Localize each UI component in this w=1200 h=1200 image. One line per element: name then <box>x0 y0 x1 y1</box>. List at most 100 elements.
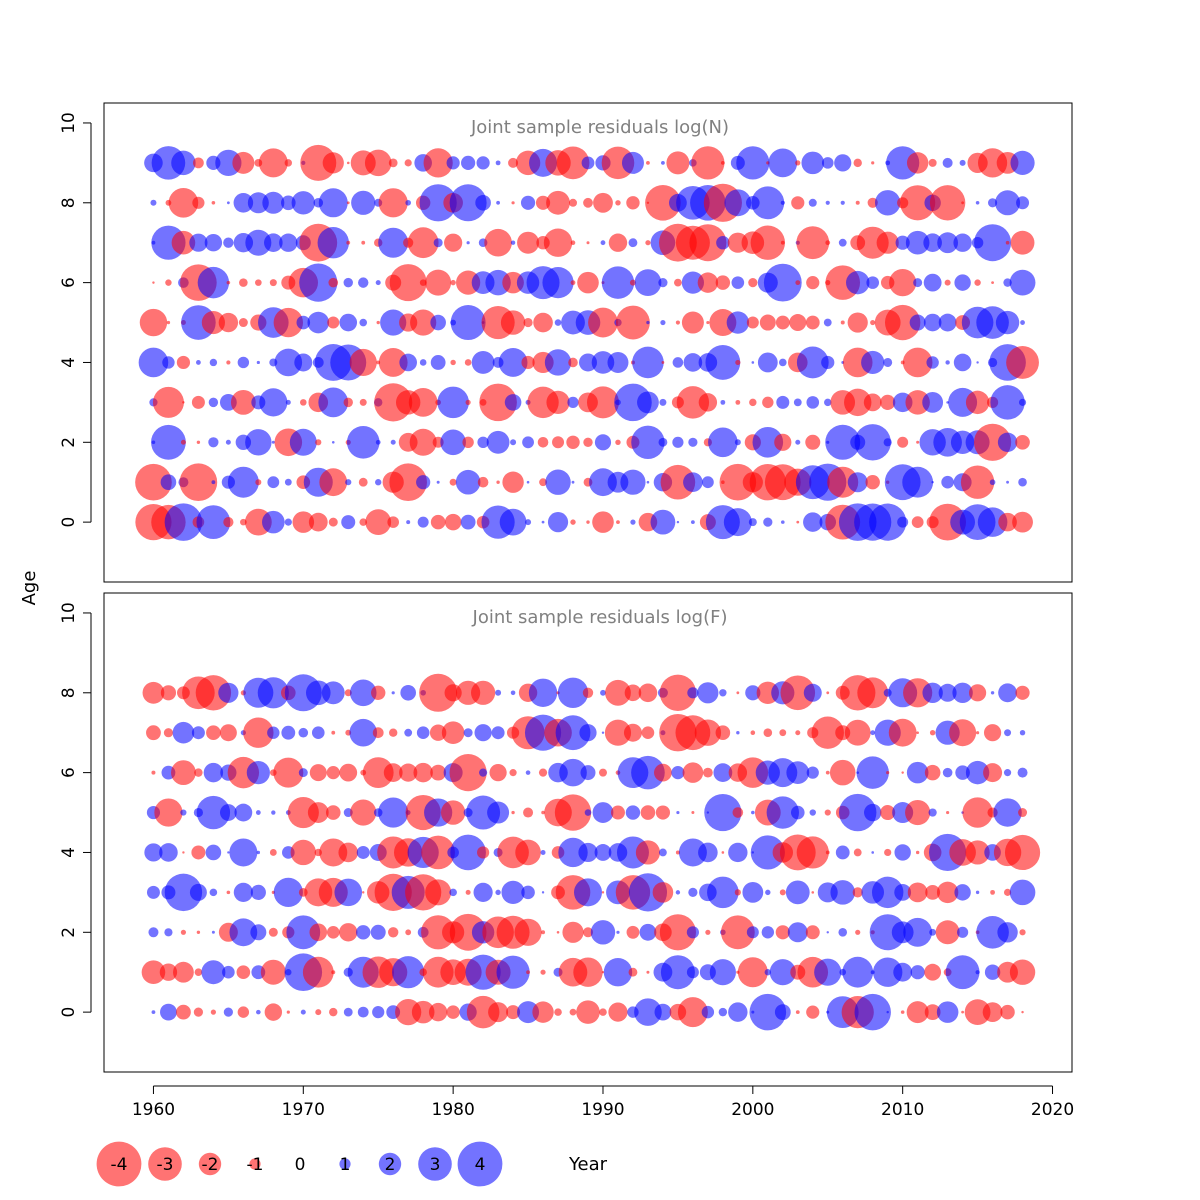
residual-bubble <box>621 151 644 174</box>
residual-bubble <box>273 877 303 907</box>
residual-bubble <box>962 797 993 828</box>
residual-bubble <box>211 930 215 934</box>
residual-bubble <box>582 687 594 698</box>
residual-bubble <box>544 349 572 376</box>
residual-bubble <box>796 836 829 869</box>
residual-bubble <box>903 678 933 708</box>
residual-bubble <box>429 724 447 741</box>
residual-bubble <box>349 348 377 377</box>
residual-bubble <box>302 956 334 988</box>
residual-bubble <box>953 353 972 372</box>
residual-bubble <box>148 927 159 938</box>
residual-bubble <box>526 480 530 484</box>
y-axis-logN: 0 2 4 6 8 10 <box>59 112 92 528</box>
residual-bubble <box>176 1004 191 1020</box>
residual-bubble <box>616 930 620 934</box>
residual-bubble <box>179 463 218 502</box>
residual-bubble <box>965 390 990 415</box>
legend-bubble <box>148 1147 182 1181</box>
residual-bubble <box>511 201 515 205</box>
residual-bubble <box>201 960 226 985</box>
residual-bubble <box>957 926 969 938</box>
residual-bubble <box>208 397 219 408</box>
residual-bubble <box>570 280 576 286</box>
residual-bubble <box>471 351 495 374</box>
residual-bubble <box>594 844 612 861</box>
residual-bubble <box>895 235 910 250</box>
residual-bubble <box>236 965 251 980</box>
residual-bubble <box>579 724 597 742</box>
residual-bubble <box>455 469 481 495</box>
residual-bubble <box>795 280 801 286</box>
residual-bubble <box>793 398 802 407</box>
residual-bubble <box>399 763 418 782</box>
residual-bubble <box>223 237 234 248</box>
residual-bubble <box>243 717 274 748</box>
residual-bubble <box>404 728 413 737</box>
residual-bubble <box>541 930 546 935</box>
residual-bubble <box>281 725 296 740</box>
residual-bubble <box>237 1006 250 1018</box>
residual-bubble <box>568 357 578 368</box>
residual-bubble <box>853 848 862 857</box>
residual-bubble <box>870 319 876 326</box>
residual-bubble <box>419 279 427 286</box>
residual-bubble <box>1018 808 1028 818</box>
residual-bubble <box>701 1005 715 1019</box>
residual-bubble <box>430 514 446 530</box>
residual-bubble <box>300 1009 306 1015</box>
residual-bubble <box>375 280 381 286</box>
x-axis-label: Year <box>568 1154 608 1175</box>
residual-bubble <box>1019 929 1026 936</box>
residual-bubble <box>672 357 684 368</box>
residual-bubble <box>922 682 943 703</box>
residual-bubble <box>591 351 615 374</box>
residual-bubble <box>197 266 230 299</box>
residual-bubble <box>861 350 885 375</box>
residual-bubble <box>281 195 296 211</box>
x-tick-label: 1960 <box>132 1100 175 1120</box>
residual-bubble <box>510 439 517 446</box>
residual-bubble <box>345 479 352 486</box>
residual-bubble <box>853 158 862 168</box>
panel-logF: Joint sample residuals log(F) 0 2 4 6 8 10 <box>59 592 1073 1073</box>
residual-bubble <box>997 432 1018 452</box>
residual-bubble <box>945 955 980 990</box>
residual-bubble <box>172 721 195 744</box>
residual-bubble <box>315 1009 322 1016</box>
residual-bubble <box>496 200 500 205</box>
residual-bubble <box>870 730 876 736</box>
residual-bubble <box>728 1002 748 1022</box>
residual-bubble <box>678 838 707 867</box>
residual-bubble <box>796 346 829 379</box>
residual-bubble <box>787 922 808 943</box>
residual-bubble <box>477 436 489 448</box>
residual-bubble <box>924 1004 941 1021</box>
residual-bubble <box>759 314 776 331</box>
residual-bubble <box>262 510 285 534</box>
residual-bubble <box>675 890 681 895</box>
residual-bubble <box>206 725 221 741</box>
residual-bubble <box>1017 767 1028 778</box>
residual-bubble <box>362 891 365 894</box>
residual-bubble <box>256 360 260 365</box>
residual-bubble <box>489 764 507 782</box>
residual-bubble <box>923 233 942 253</box>
residual-bubble <box>284 159 293 167</box>
residual-bubble <box>504 394 522 411</box>
residual-bubble <box>801 151 825 175</box>
residual-bubble <box>811 891 815 894</box>
residual-bubble <box>532 1001 554 1023</box>
residual-bubble <box>645 240 651 246</box>
residual-bubble <box>247 192 269 214</box>
residual-bubble <box>257 677 289 709</box>
legend-label: -2 <box>202 1155 219 1175</box>
residual-bubble <box>764 969 772 976</box>
residual-bubble <box>229 918 258 947</box>
residual-bubble <box>449 478 457 486</box>
residual-bubble <box>226 201 230 205</box>
residual-bubble <box>910 965 925 980</box>
residual-bubble <box>358 477 368 487</box>
residual-bubble <box>514 918 542 946</box>
residual-bubble <box>203 762 224 783</box>
